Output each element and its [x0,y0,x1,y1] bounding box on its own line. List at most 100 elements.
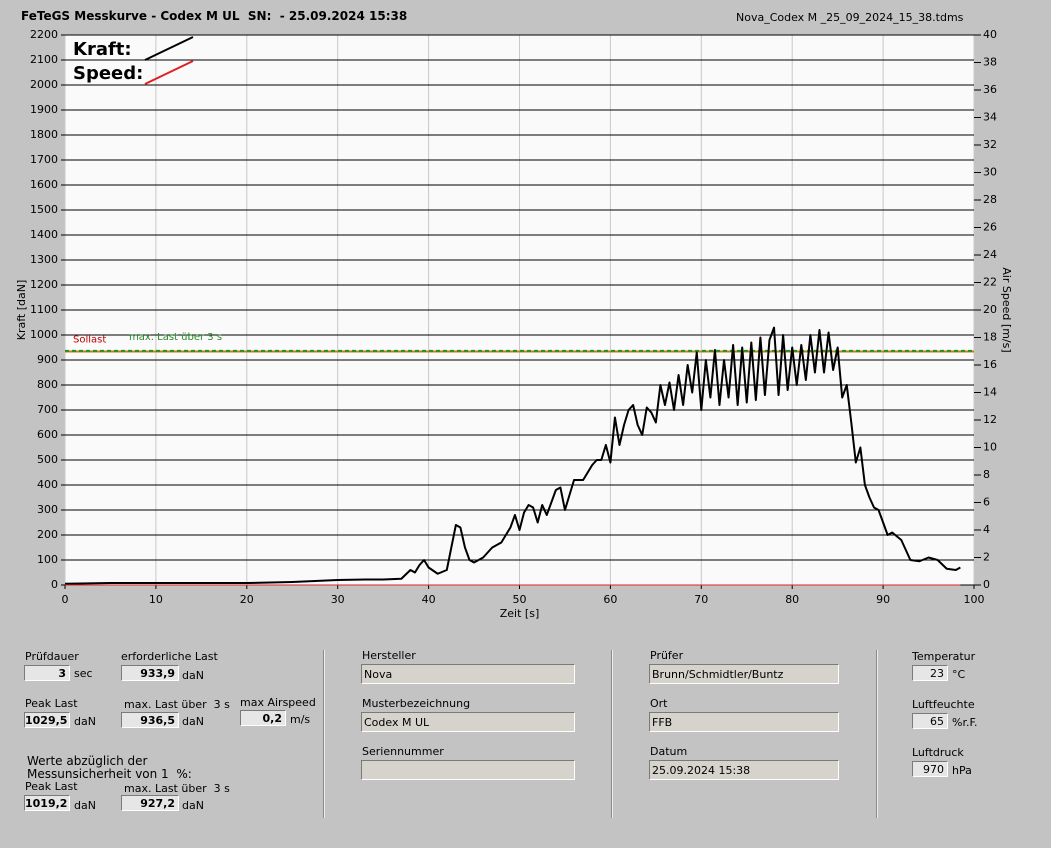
x-tick-label: 100 [964,593,985,606]
y-tick-label: 1600 [30,178,58,191]
field-value: FFB [649,712,839,732]
x-axis-title: Zeit [s] [500,607,539,620]
field-label: Prüfer [650,649,684,662]
field-label: max Airspeed [240,696,316,709]
y-tick-label: 100 [37,553,58,566]
y2-tick-label: 4 [983,523,990,536]
y-tick-label: 500 [37,453,58,466]
note: Messunsicherheit von 1 %: [27,767,192,781]
note: Werte abzüglich der [27,754,148,768]
x-tick-label: 60 [603,593,617,606]
x-tick-label: 0 [62,593,69,606]
y-tick-label: 1900 [30,103,58,116]
y2-tick-label: 40 [983,28,997,41]
y-tick-label: 2000 [30,78,58,91]
field-label: Ort [650,697,668,710]
field-unit: daN [182,669,204,682]
field-unit: daN [182,715,204,728]
chart: 0 10 20 30 40 50 60 70 80 90 100010020030040050060… [15,28,1013,620]
field-value: 65 [912,713,948,729]
legend-label: Speed: [73,63,143,84]
y-tick-label: 0 [51,578,58,591]
y-tick-label: 400 [37,478,58,491]
y2-tick-label: 20 [983,303,997,316]
field-value: 3 [24,665,70,681]
y-tick-label: 600 [37,428,58,441]
y-tick-label: 1700 [30,153,58,166]
x-tick-label: 10 [149,593,163,606]
y2-tick-label: 34 [983,111,997,124]
y2-axis-title: Air Speed [m/s] [1000,267,1013,352]
separator [611,650,613,818]
x-tick-label: 80 [785,593,799,606]
separator [876,650,878,818]
field-value: 933,9 [121,665,179,681]
y-axis-title: Kraft [daN] [15,280,28,341]
field-unit: hPa [952,764,972,777]
field-value: 25.09.2024 15:38 [649,760,839,780]
field-unit: daN [74,715,96,728]
y-tick-label: 800 [37,378,58,391]
x-tick-label: 70 [694,593,708,606]
y2-tick-label: 32 [983,138,997,151]
field-label: erforderliche Last [121,650,218,663]
field-unit: daN [182,799,204,812]
field-value [361,760,575,780]
field-value: 970 [912,761,948,777]
separator [323,650,325,818]
field-label: Peak Last [25,697,78,710]
field-value: 936,5 [121,712,179,728]
field-label: Hersteller [362,649,416,662]
y2-tick-label: 24 [983,248,997,261]
y-tick-label: 1500 [30,203,58,216]
field-value: 927,2 [121,795,179,811]
y2-tick-label: 0 [983,578,990,591]
y2-tick-label: 18 [983,331,997,344]
field-label: Prüfdauer [25,650,79,663]
field-value: Brunn/Schmidtler/Buntz [649,664,839,684]
y2-tick-label: 36 [983,83,997,96]
y-tick-label: 1400 [30,228,58,241]
y2-tick-label: 28 [983,193,997,206]
field-value: 1029,5 [24,712,70,728]
reference-label: max. Last über 3 s [129,332,222,343]
legend-swatch [144,36,194,61]
y2-tick-label: 38 [983,56,997,69]
y-tick-label: 1100 [30,303,58,316]
x-tick-label: 30 [331,593,345,606]
y-tick-label: 2200 [30,28,58,41]
field-value: 0,2 [240,710,286,726]
field-label: Temperatur [912,650,976,663]
y2-tick-label: 30 [983,166,997,179]
legend-label: Kraft: [73,39,132,60]
field-label: Luftfeuchte [912,698,975,711]
data-line [64,326,961,585]
y-tick-label: 900 [37,353,58,366]
y2-tick-label: 26 [983,221,997,234]
field-value: 23 [912,665,948,681]
y-tick-label: 300 [37,503,58,516]
y2-tick-label: 8 [983,468,990,481]
legend-swatch [144,60,194,85]
field-unit: sec [74,667,93,680]
field-unit: m/s [290,713,311,726]
field-label: Musterbezeichnung [362,697,471,710]
x-tick-label: 90 [876,593,890,606]
file-name: Nova_Codex M _25_09_2024_15_38.tdms [736,11,964,24]
field-label: Peak Last [25,780,78,793]
y-tick-label: 1200 [30,278,58,291]
field-label: Datum [650,745,688,758]
x-tick-label: 50 [513,593,527,606]
field-label: Seriennummer [362,745,444,758]
y-tick-label: 200 [37,528,58,541]
field-unit: °C [952,668,966,681]
y2-tick-label: 16 [983,358,997,371]
field-unit: daN [74,799,96,812]
field-value: 1019,2 [24,795,70,811]
field-label: Luftdruck [912,746,964,759]
y2-tick-label: 14 [983,386,997,399]
header-title: FeTeGS Messkurve - Codex M UL SN: - 25.0… [21,9,408,23]
field-unit: %r.F. [952,716,978,729]
y-tick-label: 700 [37,403,58,416]
